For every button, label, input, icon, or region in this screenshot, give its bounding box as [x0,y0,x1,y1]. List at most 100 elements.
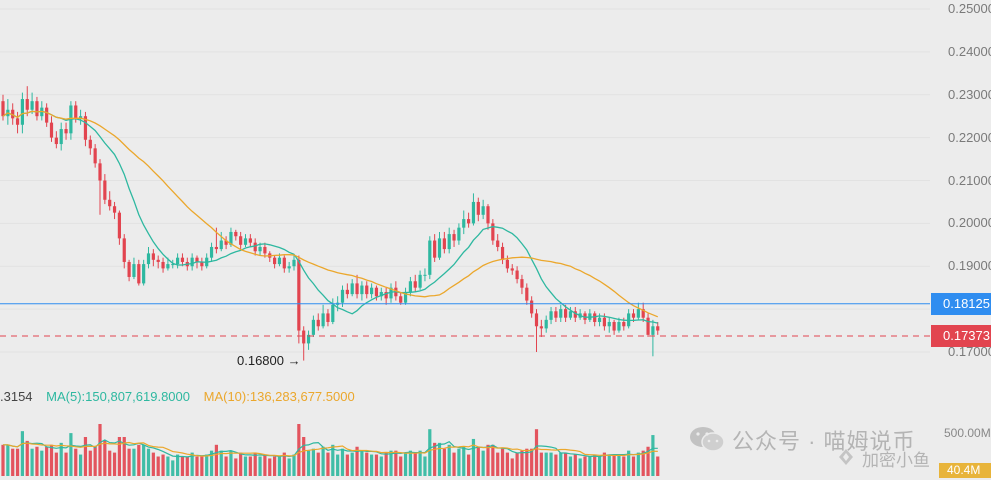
volume-bar [389,450,393,476]
volume-bar [11,448,15,476]
volume-bar [40,450,44,476]
volume-bar [229,450,233,476]
candle-body [636,309,640,318]
volume-bar [520,450,524,476]
candle-body [496,240,500,247]
volume-bar [360,450,364,476]
volume-ma5: MA(5):150,807,619.8000 [46,389,190,404]
candle-body [573,311,577,318]
author-icon [839,449,853,465]
candle-body [321,313,325,327]
candle-body [505,259,509,269]
candle-body [510,268,514,271]
candle-body [190,257,194,267]
volume-bar [622,456,626,476]
candle-body [374,287,379,297]
volume-bar [476,446,480,476]
volume-bar [549,452,553,476]
volume-bar [142,444,146,476]
candle-body [25,99,29,110]
y-tick-label: 0.20000 [948,215,991,231]
candle-body [355,283,359,295]
candle-body [656,326,660,331]
volume-bar [6,444,10,476]
volume-bar [146,448,151,476]
candle-body [132,264,136,277]
volume-bar [292,454,296,476]
candle-body [59,129,63,145]
volume-bar [117,437,121,476]
candle-body [15,118,20,125]
candle-body [88,139,92,149]
volume-bar [646,446,650,476]
volume-bar [350,452,354,476]
candle-body [641,309,645,318]
candle-body [151,253,155,260]
candle-body [646,317,650,335]
candle-body [525,287,529,301]
candle-body [282,257,286,269]
candle-body [481,206,485,215]
candle-body [622,321,626,327]
candle-body [137,264,141,284]
volume-ma5-line [3,439,658,458]
candle-body [384,291,388,299]
volume-bar [564,452,568,476]
candle-body [302,330,306,344]
last-price-label: 0.17373 [931,325,991,347]
candle-body [45,107,49,123]
candle-body [166,264,170,269]
wechat-icon [690,427,725,452]
volume-bar [282,452,286,476]
volume-bar [166,456,170,476]
volume-bar [248,456,252,476]
y-tick-label: 0.22000 [948,129,991,145]
volume-bar [568,456,573,476]
volume-bar [273,456,277,476]
candle-body [79,116,83,119]
volume-bar [403,452,408,476]
candle-body [108,199,112,207]
volume-bar [467,454,471,476]
volume-bar [214,444,218,476]
volume-bar [530,448,534,476]
volume-bar [234,458,238,476]
volume-bar [573,454,577,476]
volume-bar [321,446,325,476]
candle-body [200,261,204,267]
volume-bar [112,452,117,476]
volume-bar [408,450,412,476]
volume-bar [151,452,155,476]
volume-bar [442,448,446,476]
candle-body [311,319,315,335]
candle-body [142,264,146,284]
candle-body [98,163,102,181]
candle-body [331,304,335,322]
candle-body [35,101,39,117]
candle-body [146,253,151,265]
candle-body [350,283,354,295]
volume-bar [54,452,58,476]
volume-bar [452,452,456,476]
volume-bar [195,456,199,476]
volume-bar [505,452,509,476]
candle-body [234,231,238,237]
candle-body [224,240,228,245]
volume-bar [79,454,83,476]
candle-body [452,234,456,241]
volume-bar [374,454,379,476]
candle-body [239,236,243,245]
y-tick-label: 0.19000 [948,258,991,274]
volume-bar [491,444,495,476]
ma5-line [2,110,658,324]
volume-bar [447,444,451,476]
candle-body [564,309,568,318]
volume-bar [180,456,185,476]
candle-body [442,238,446,250]
volume-bar [59,442,63,476]
candle-body [491,223,495,241]
volume-bar [316,452,320,476]
volume-bar [1,444,5,476]
candle-body [180,257,185,262]
